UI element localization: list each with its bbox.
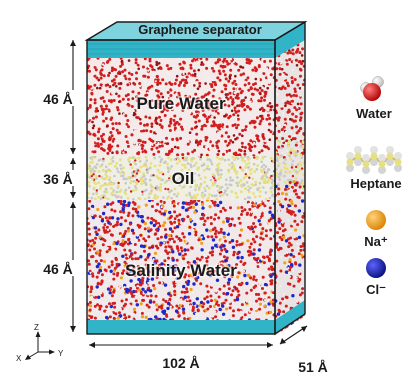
layer-title-oil: Oil bbox=[172, 169, 195, 188]
thickness-label-salinity-water: 46 Å bbox=[43, 261, 73, 277]
axis-y-label: Y bbox=[58, 349, 64, 358]
width-label: 102 Å bbox=[162, 355, 199, 371]
legend-label-heptane: Heptane bbox=[350, 176, 401, 191]
depth-dimension bbox=[279, 325, 308, 345]
chloride-ion-icon bbox=[366, 258, 386, 278]
box-outline bbox=[84, 20, 308, 336]
graphene-separator-top bbox=[87, 22, 305, 330]
coordinate-axes bbox=[25, 331, 55, 360]
heptane-molecule-icon bbox=[346, 146, 402, 174]
simulation-box bbox=[87, 38, 305, 336]
axis-x-label: X bbox=[16, 354, 22, 363]
legend-label-sodium: Na⁺ bbox=[364, 234, 388, 249]
separator-label: Graphene separator bbox=[138, 22, 262, 37]
axis-z-label: Z bbox=[34, 323, 39, 332]
thickness-label-oil: 36 Å bbox=[43, 171, 73, 187]
layer-title-pure-water: Pure Water bbox=[136, 94, 226, 113]
legend-label-water: Water bbox=[356, 106, 392, 121]
sodium-ion-icon bbox=[366, 210, 386, 230]
thickness-dimensions bbox=[38, 40, 78, 332]
legend: Water Heptane Na⁺ Cl⁻ bbox=[346, 76, 402, 297]
width-dimension bbox=[89, 342, 273, 348]
legend-label-chloride: Cl⁻ bbox=[366, 282, 386, 297]
thickness-label-pure-water: 46 Å bbox=[43, 91, 73, 107]
water-molecule-icon bbox=[360, 76, 384, 101]
graphene-separator-bottom bbox=[87, 300, 305, 334]
layer-title-salinity-water: Salinity Water bbox=[125, 261, 237, 280]
depth-label: 51 Å bbox=[298, 359, 328, 375]
